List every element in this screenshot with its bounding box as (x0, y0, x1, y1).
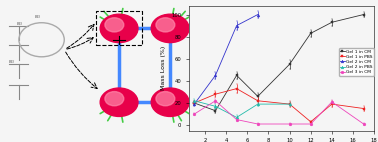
Circle shape (100, 14, 138, 43)
Text: $N_3$: $N_3$ (34, 13, 41, 21)
Circle shape (156, 18, 175, 32)
Circle shape (105, 92, 124, 106)
Text: $N_3$: $N_3$ (15, 21, 22, 28)
Circle shape (105, 18, 124, 32)
Bar (96, 11, 142, 45)
Circle shape (100, 88, 138, 116)
Circle shape (156, 92, 175, 106)
Circle shape (151, 14, 189, 43)
Circle shape (151, 88, 189, 116)
Y-axis label: Mass Loss (%): Mass Loss (%) (161, 46, 166, 90)
Legend: Gel 1 in CM, Gel 1 in PBS, Gel 2 in CM, Gel 2 in PBS, Gel 3 in CM: Gel 1 in CM, Gel 1 in PBS, Gel 2 in CM, … (339, 48, 374, 76)
Text: $N_3$: $N_3$ (8, 59, 15, 66)
